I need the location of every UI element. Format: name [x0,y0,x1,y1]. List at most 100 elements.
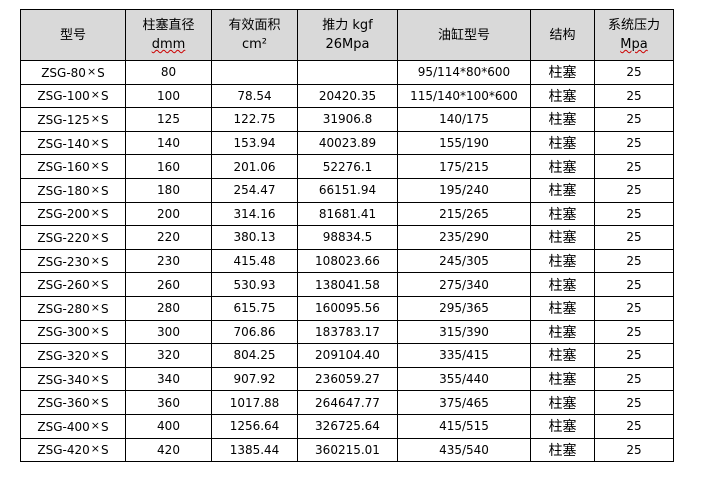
model-prefix: ZSG-140 [37,136,90,151]
model-suffix: S [100,136,109,151]
table-row: ZSG-340×S 340 907.92 236059.27 355/440 柱塞 25 [20,366,674,392]
cell-effective-area: 804.25 [211,343,298,368]
cell-effective-area: 380.13 [211,225,298,250]
cell-model: ZSG-140×S [20,130,126,156]
model-suffix: S [100,443,109,458]
cell-plunger-diameter: 420 [125,437,212,463]
cell-plunger-diameter: 180 [125,177,212,203]
cell-plunger-diameter: 340 [125,366,212,392]
cell-structure: 柱塞 [530,201,595,227]
times-symbol: × [90,277,100,291]
cell-plunger-diameter: 300 [125,319,212,345]
header-label: 推力 kgf [322,18,373,33]
cell-model: ZSG-340×S [20,366,126,392]
times-symbol: × [90,395,100,409]
cell-system-pressure: 25 [594,413,674,439]
cell-system-pressure: 25 [594,248,674,274]
cell-plunger-diameter: 160 [125,154,212,179]
cell-system-pressure: 25 [594,225,674,250]
model-suffix: S [100,207,109,222]
header-label: 型号 [59,27,86,43]
cell-thrust: 236059.27 [297,366,398,392]
model-prefix: ZSG-340 [37,372,90,387]
cell-plunger-diameter: 80 [125,60,212,85]
cell-plunger-diameter: 140 [125,130,212,156]
cell-plunger-diameter: 280 [125,295,212,321]
cell-system-pressure: 25 [594,366,674,392]
cell-model: ZSG-160×S [20,154,126,179]
times-symbol: × [90,371,100,385]
cell-model: ZSG-125×S [20,107,126,132]
table-row: ZSG-300×S 300 706.86 183783.17 315/390 柱塞 25 [20,319,674,345]
cell-system-pressure: 25 [594,130,674,156]
table-body: ZSG-80×S 80 95/114*80*600 柱塞 25 ZSG-100×S 100 7… [20,60,674,463]
cell-structure: 柱塞 [530,437,595,463]
model-suffix: S [100,254,109,269]
cell-plunger-diameter: 100 [125,83,212,109]
times-symbol: × [90,182,100,196]
cell-system-pressure: 25 [594,272,674,297]
times-symbol: × [90,442,100,456]
table-row: ZSG-100×S 100 78.54 20420.35 115/140*100*600… [20,83,674,109]
cell-model: ZSG-420×S [20,437,126,463]
cell-effective-area: 706.86 [211,319,298,345]
times-symbol: × [90,206,100,220]
table-row: ZSG-420×S 420 1385.44 360215.01 435/540 柱塞 25 [20,437,674,463]
cell-cylinder-model: 215/265 [397,201,531,227]
cell-cylinder-model: 295/365 [397,295,531,321]
cell-cylinder-model: 115/140*100*600 [397,83,531,109]
cell-system-pressure: 25 [594,201,674,227]
spec-table: 型号 柱塞直径 dmm 有效面积 cm² 推力 kgf 26Mpa 油缸型号 结构 系统压力 Mpa… [20,9,674,463]
cell-thrust: 52276.1 [297,154,398,179]
table-row: ZSG-180×S 180 254.47 66151.94 195/240 柱塞 25 [20,177,674,203]
model-suffix: S [100,396,109,411]
model-prefix: ZSG-200 [37,207,90,222]
model-suffix: S [100,278,109,293]
cell-effective-area: 1256.64 [211,413,298,439]
times-symbol: × [90,229,100,243]
header-unit: 26Mpa [325,37,370,52]
cell-plunger-diameter: 200 [125,201,212,227]
cell-thrust: 264647.77 [297,390,398,415]
model-prefix: ZSG-180 [37,183,90,198]
header-label: 结构 [549,27,576,43]
cell-thrust: 360215.01 [297,437,398,463]
cell-system-pressure: 25 [594,343,674,368]
times-symbol: × [90,88,100,102]
cell-thrust: 81681.41 [297,201,398,227]
cell-structure: 柱塞 [530,107,595,132]
model-prefix: ZSG-360 [37,396,90,411]
cell-cylinder-model: 175/215 [397,154,531,179]
header-label: 油缸型号 [437,27,490,43]
cell-system-pressure: 25 [594,60,674,85]
cell-cylinder-model: 435/540 [397,437,531,463]
cell-effective-area: 254.47 [211,177,298,203]
cell-cylinder-model: 195/240 [397,177,531,203]
cell-model: ZSG-320×S [20,343,126,368]
cell-structure: 柱塞 [530,60,595,85]
table-row: ZSG-360×S 360 1017.88 264647.77 375/465 柱塞 25 [20,390,674,415]
cell-model: ZSG-100×S [20,83,126,109]
model-suffix: S [100,348,109,363]
cell-thrust: 40023.89 [297,130,398,156]
cell-cylinder-model: 375/465 [397,390,531,415]
cell-thrust: 66151.94 [297,177,398,203]
cell-structure: 柱塞 [530,248,595,274]
times-symbol: × [90,253,100,267]
header-unit: Mpa [620,37,648,52]
cell-effective-area: 122.75 [211,107,298,132]
table-row: ZSG-230×S 230 415.48 108023.66 245/305 柱塞 25 [20,248,674,274]
cell-system-pressure: 25 [594,154,674,179]
cell-cylinder-model: 235/290 [397,225,531,250]
cell-effective-area: 201.06 [211,154,298,179]
header-model: 型号 [20,9,126,61]
cell-thrust: 31906.8 [297,107,398,132]
model-prefix: ZSG-420 [37,443,90,458]
model-suffix: S [100,419,109,434]
model-prefix: ZSG-320 [37,348,90,363]
model-prefix: ZSG-125 [37,112,90,127]
header-system-pressure: 系统压力 Mpa [594,9,674,61]
cell-effective-area: 1385.44 [211,437,298,463]
header-plunger-diameter: 柱塞直径 dmm [125,9,212,61]
cell-system-pressure: 25 [594,177,674,203]
